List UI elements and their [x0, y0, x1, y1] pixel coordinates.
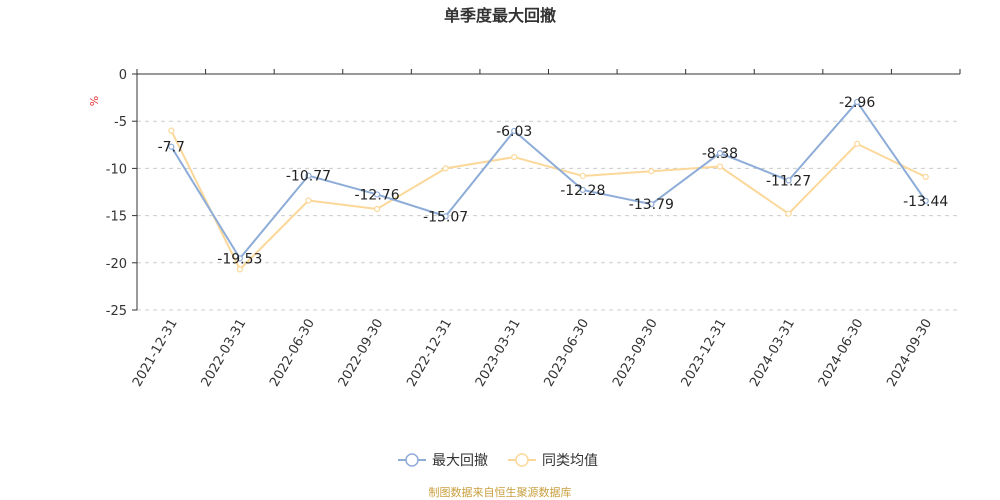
axes	[132, 69, 961, 311]
y-tick-label: 0	[119, 68, 127, 83]
y-tick-label: -25	[106, 304, 127, 319]
data-point	[373, 191, 381, 198]
data-point	[236, 255, 243, 262]
x-tick-label: 2022-03-31	[199, 317, 250, 390]
data-point	[305, 197, 312, 204]
data-point	[785, 210, 792, 217]
data-label: -11.27	[766, 173, 811, 189]
data-point	[168, 127, 175, 134]
x-tick-label: 2022-09-30	[336, 317, 387, 390]
data-point	[648, 201, 655, 208]
data-point	[579, 172, 586, 180]
data-point	[716, 163, 724, 170]
data-point	[236, 266, 243, 273]
x-tick-label: 2023-06-30	[541, 317, 592, 390]
series-layer	[168, 98, 929, 273]
x-tick-label: 2023-12-31	[679, 317, 730, 390]
data-point	[442, 213, 449, 220]
data-label: -8.38	[702, 146, 738, 162]
grid	[137, 120, 960, 311]
legend-label: 最大回撤	[432, 453, 488, 469]
data-label: -10.77	[286, 169, 331, 185]
y-tick-label: -20	[106, 257, 127, 272]
legend-item[interactable]: 最大回撤	[398, 453, 488, 469]
data-label: -15.07	[423, 209, 468, 225]
x-tick-label: 2022-12-31	[404, 317, 455, 390]
legend-swatch-marker	[405, 453, 419, 467]
data-label: -13.79	[629, 197, 674, 213]
data-point	[442, 165, 449, 172]
data-point	[716, 150, 724, 157]
data-point	[785, 177, 792, 184]
legend[interactable]: 最大回撤 同类均值	[398, 453, 598, 469]
x-tick-label: 2022-06-30	[267, 317, 318, 390]
chart-title: 单季度最大回撤	[444, 6, 556, 25]
data-label: -6.03	[496, 124, 532, 140]
series-line	[170, 100, 927, 260]
y-tick-label: -5	[114, 115, 127, 130]
data-point	[579, 186, 586, 194]
data-labels: -7.7 -19.53 -10.77 -12.76 -15.07 -6.03 -12.28 -…	[158, 95, 949, 267]
source-note: 制图数据来自恒生聚源数据库	[429, 485, 572, 499]
x-tick-label: 2023-09-30	[610, 317, 661, 390]
x-tick-label: 2024-09-30	[884, 317, 935, 390]
x-tick-label: 2021-12-31	[130, 317, 181, 390]
legend-swatch-marker	[515, 453, 529, 467]
data-point	[373, 205, 381, 213]
data-label: -13.44	[903, 194, 948, 210]
data-point	[168, 143, 175, 150]
data-point	[922, 173, 929, 180]
y-tick-labels: 0 -5 -10 -15 -20 -25	[106, 68, 127, 319]
data-label: -19.53	[217, 251, 262, 267]
data-point	[854, 140, 861, 147]
series-line	[170, 130, 927, 271]
y-axis-label: %	[88, 96, 101, 106]
y-tick-label: -15	[106, 210, 127, 225]
data-point	[922, 197, 929, 204]
data-point	[854, 98, 861, 106]
data-label: -7.7	[158, 140, 185, 156]
data-point	[511, 127, 518, 135]
data-point	[305, 172, 312, 179]
x-tick-label: 2024-03-31	[747, 317, 798, 390]
legend-label: 同类均值	[542, 453, 598, 469]
legend-item[interactable]: 同类均值	[508, 453, 598, 469]
x-tick-label: 2024-06-30	[816, 317, 867, 390]
data-point	[511, 153, 518, 161]
data-point	[648, 168, 655, 175]
x-tick-label: 2023-03-31	[473, 317, 524, 390]
data-label: -2.96	[839, 95, 875, 111]
data-label: -12.76	[354, 187, 399, 203]
x-tick-labels: 2021-12-31 2022-03-31 2022-06-30 2022-09-30…	[130, 317, 935, 390]
data-label: -12.28	[560, 183, 605, 199]
y-tick-label: -10	[106, 162, 127, 177]
